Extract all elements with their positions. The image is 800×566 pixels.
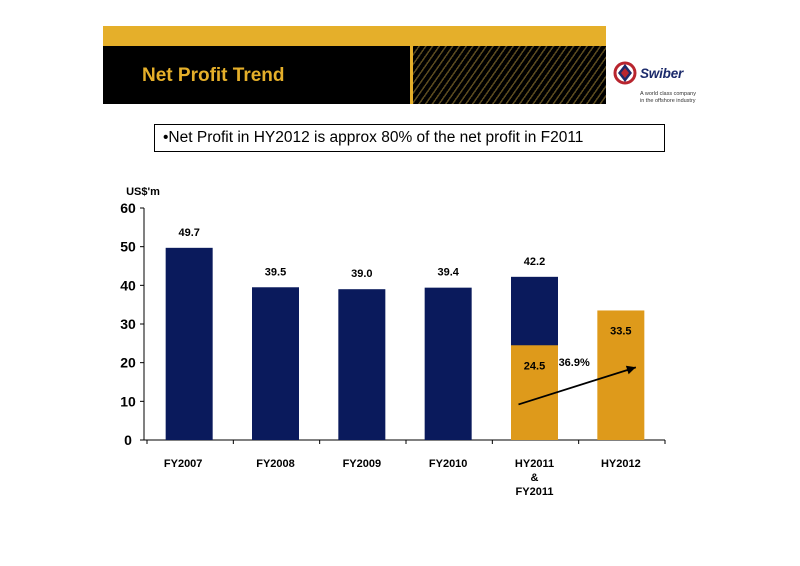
- page-title: Net Profit Trend: [142, 65, 285, 86]
- logo-wordmark: Swiber: [640, 66, 684, 81]
- x-category-label: FY2007: [164, 458, 203, 470]
- data-label: 39.5: [265, 266, 286, 278]
- growth-arrow-line: [518, 366, 637, 406]
- data-label: 42.2: [524, 256, 545, 268]
- y-tick-label: 30: [120, 316, 136, 332]
- x-category-label: FY2010: [429, 458, 468, 470]
- bar-navy: [338, 289, 386, 440]
- growth-arrow-head: [625, 365, 636, 375]
- y-tick-label: 60: [120, 200, 136, 216]
- bar-navy: [252, 287, 299, 440]
- title-box: Net Profit Trend: [103, 46, 413, 104]
- summary-note: •Net Profit in HY2012 is approx 80% of t…: [154, 124, 665, 152]
- bar-navy: [424, 287, 472, 440]
- data-label: 49.7: [178, 227, 199, 239]
- swiber-logo-icon: [613, 61, 637, 85]
- data-label: 33.5: [610, 325, 631, 337]
- x-category-label: FY2011: [516, 486, 554, 498]
- y-tick-label: 20: [120, 355, 136, 371]
- y-tick-label: 40: [120, 277, 136, 293]
- bar-gold: [597, 310, 645, 440]
- x-category-label: HY2011: [515, 458, 554, 470]
- bar-gold: [511, 345, 558, 440]
- header-bar: Net Profit Trend: [103, 46, 606, 104]
- data-label: 39.4: [437, 267, 459, 279]
- y-tick-label: 50: [120, 239, 136, 255]
- growth-percentage-label: 36.9%: [559, 357, 590, 369]
- y-tick-label: 0: [124, 432, 132, 448]
- data-label: 39.0: [351, 268, 372, 280]
- company-logo: Swiber A world class company in the offs…: [612, 60, 712, 115]
- x-category-label: FY2008: [256, 458, 295, 470]
- y-tick-label: 10: [120, 393, 136, 409]
- data-label: 24.5: [524, 360, 545, 372]
- header-hatch-pattern: [408, 46, 606, 104]
- bar-navy: [165, 247, 213, 440]
- logo-tagline-line-1: A world class company: [640, 91, 696, 97]
- x-category-label: &: [531, 472, 539, 484]
- x-category-label: HY2012: [601, 458, 641, 470]
- x-category-label: FY2009: [343, 458, 382, 470]
- logo-tagline-line-2: in the offshore industry: [640, 98, 696, 104]
- header-gold-strip: [103, 26, 606, 46]
- y-axis-label: US$'m: [126, 186, 160, 198]
